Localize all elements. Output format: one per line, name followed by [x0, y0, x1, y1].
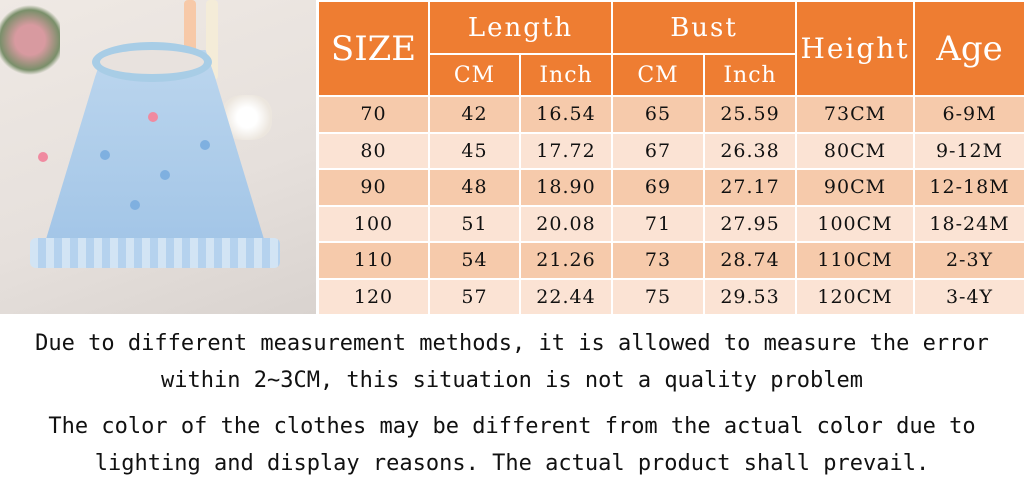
- cell-length-inch: 16.54: [518, 95, 614, 134]
- cell-height: 73CM: [795, 95, 916, 134]
- cell-height: 110CM: [795, 241, 916, 280]
- pink-flower-decoration: [38, 152, 48, 162]
- cell-length-inch: 18.90: [518, 168, 614, 207]
- cell-bust-cm: 67: [611, 131, 706, 170]
- flower-applique: [160, 170, 170, 180]
- table-row: 100 51 20.08 71 27.95 100CM 18-24M: [317, 204, 1024, 243]
- measurement-note: Due to different measurement methods, it…: [0, 325, 1024, 399]
- cell-age: 2-3Y: [913, 241, 1024, 280]
- cell-bust-cm: 69: [611, 168, 706, 207]
- header-bust: Bust: [611, 0, 798, 55]
- cell-age: 12-18M: [913, 168, 1024, 207]
- dress-ruffle-hem: [30, 238, 280, 268]
- cell-bust-cm: 71: [611, 204, 706, 243]
- table-row: 90 48 18.90 69 27.17 90CM 12-18M: [317, 168, 1024, 207]
- cell-size: 100: [317, 204, 430, 243]
- flower-applique: [130, 200, 140, 210]
- product-photo: [0, 0, 316, 314]
- note-line: lighting and display reasons. The actual…: [94, 451, 930, 476]
- cell-length-inch: 17.72: [518, 131, 614, 170]
- cell-height: 90CM: [795, 168, 916, 207]
- header-length-inch: Inch: [518, 53, 614, 97]
- cell-length-cm: 45: [428, 131, 521, 170]
- cell-length-cm: 54: [428, 241, 521, 280]
- cell-bust-inch: 27.17: [703, 168, 798, 207]
- note-line: Due to different measurement methods, it…: [35, 331, 989, 356]
- table-row: 110 54 21.26 73 28.74 110CM 2-3Y: [317, 241, 1024, 280]
- color-note: The color of the clothes may be differen…: [0, 408, 1024, 482]
- flower-applique: [200, 140, 210, 150]
- cell-length-cm: 42: [428, 95, 521, 134]
- cell-age: 18-24M: [913, 204, 1024, 243]
- cell-height: 120CM: [795, 277, 916, 316]
- note-line: within 2~3CM, this situation is not a qu…: [161, 368, 863, 393]
- cell-size: 110: [317, 241, 430, 280]
- cell-bust-cm: 73: [611, 241, 706, 280]
- cell-bust-cm: 65: [611, 95, 706, 134]
- cell-age: 3-4Y: [913, 277, 1024, 316]
- cell-length-inch: 22.44: [518, 277, 614, 316]
- cell-age: 9-12M: [913, 131, 1024, 170]
- flower-applique: [100, 150, 110, 160]
- cell-length-cm: 57: [428, 277, 521, 316]
- size-chart-table: SIZE Length Bust Height Age CM Inch CM I…: [317, 0, 1024, 316]
- cell-bust-inch: 29.53: [703, 277, 798, 316]
- table-row: 80 45 17.72 67 26.38 80CM 9-12M: [317, 131, 1024, 170]
- cell-bust-cm: 75: [611, 277, 706, 316]
- cell-height: 100CM: [795, 204, 916, 243]
- cell-length-cm: 48: [428, 168, 521, 207]
- flower-bouquet-decoration: [0, 0, 60, 80]
- table-row: 70 42 16.54 65 25.59 73CM 6-9M: [317, 95, 1024, 134]
- header-age: Age: [913, 0, 1024, 97]
- note-line: The color of the clothes may be differen…: [48, 414, 976, 439]
- cell-bust-inch: 27.95: [703, 204, 798, 243]
- cell-bust-inch: 25.59: [703, 95, 798, 134]
- pink-tulip-applique: [148, 112, 158, 122]
- header-size: SIZE: [317, 0, 430, 97]
- header-bust-cm: CM: [611, 53, 706, 97]
- cell-size: 120: [317, 277, 430, 316]
- cell-size: 90: [317, 168, 430, 207]
- header-bust-inch: Inch: [703, 53, 798, 97]
- cell-length-inch: 20.08: [518, 204, 614, 243]
- blue-dress: [40, 50, 270, 259]
- table-row: 120 57 22.44 75 29.53 120CM 3-4Y: [317, 277, 1024, 316]
- cell-bust-inch: 26.38: [703, 131, 798, 170]
- header-height: Height: [795, 0, 916, 97]
- cell-age: 6-9M: [913, 95, 1024, 134]
- cell-bust-inch: 28.74: [703, 241, 798, 280]
- cell-size: 70: [317, 95, 430, 134]
- header-length-cm: CM: [428, 53, 521, 97]
- header-length: Length: [427, 0, 614, 55]
- cell-length-cm: 51: [428, 204, 521, 243]
- cell-size: 80: [317, 131, 430, 170]
- cell-length-inch: 21.26: [518, 241, 614, 280]
- dress-collar: [92, 42, 212, 82]
- cell-height: 80CM: [795, 131, 916, 170]
